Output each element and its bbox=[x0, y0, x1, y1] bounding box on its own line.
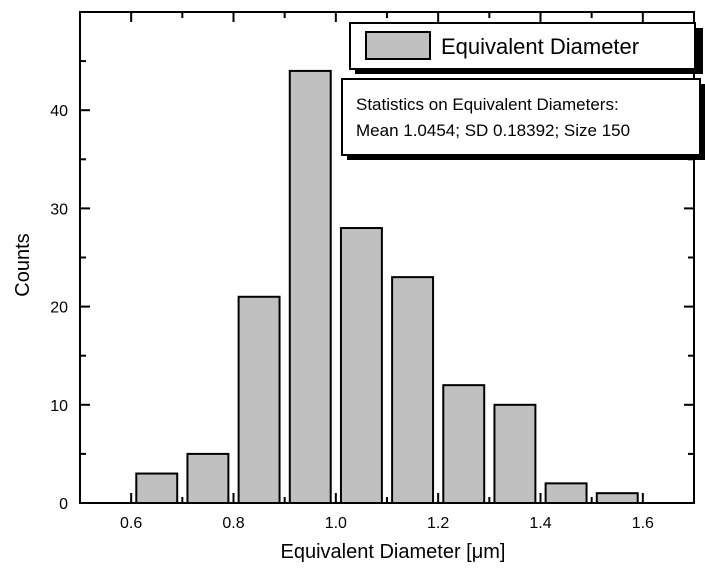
x-axis-ticks: 0.6 0.8 1.0 1.2 1.4 1.6 bbox=[79, 12, 695, 532]
bar-0.85 bbox=[237, 295, 281, 504]
y-tick-label-10: 10 bbox=[50, 398, 68, 415]
x-tick-label-0.6: 0.6 bbox=[120, 515, 142, 532]
bar-1.25 bbox=[442, 384, 486, 504]
bar-1.45 bbox=[544, 482, 588, 504]
legend-swatch bbox=[365, 31, 431, 60]
y-axis-ticks: 0 10 20 30 40 bbox=[50, 11, 694, 513]
stats-line-1: Statistics on Equivalent Diameters: bbox=[356, 95, 619, 114]
y-axis-title: Counts bbox=[12, 233, 34, 296]
bar-0.75 bbox=[186, 452, 230, 504]
bar-1.35 bbox=[493, 403, 537, 504]
y-tick-label-0: 0 bbox=[59, 496, 68, 513]
bar-1.05 bbox=[339, 227, 383, 504]
x-axis-title: Equivalent Diameter [μm] bbox=[281, 541, 506, 563]
x-tick-label-1.6: 1.6 bbox=[632, 515, 654, 532]
y-tick-label-30: 30 bbox=[50, 201, 68, 218]
legend: Equivalent Diameter bbox=[349, 22, 703, 74]
x-tick-label-1.0: 1.0 bbox=[325, 515, 347, 532]
y-tick-label-20: 20 bbox=[50, 300, 68, 317]
x-tick-label-1.2: 1.2 bbox=[427, 515, 449, 532]
legend-label: Equivalent Diameter bbox=[441, 34, 639, 59]
bar-0.95 bbox=[288, 69, 332, 504]
stats-line-2: Mean 1.0454; SD 0.18392; Size 150 bbox=[356, 121, 630, 140]
bars-group bbox=[135, 69, 639, 505]
x-tick-label-0.8: 0.8 bbox=[222, 515, 244, 532]
bar-1.15 bbox=[391, 276, 435, 505]
stats-box bbox=[341, 78, 701, 156]
x-tick-label-1.4: 1.4 bbox=[529, 515, 551, 532]
bar-1.55 bbox=[595, 492, 639, 504]
bar-0.65 bbox=[135, 472, 179, 505]
y-tick-label-40: 40 bbox=[50, 103, 68, 120]
statistics-box: Statistics on Equivalent Diameters: Mean… bbox=[341, 78, 705, 160]
